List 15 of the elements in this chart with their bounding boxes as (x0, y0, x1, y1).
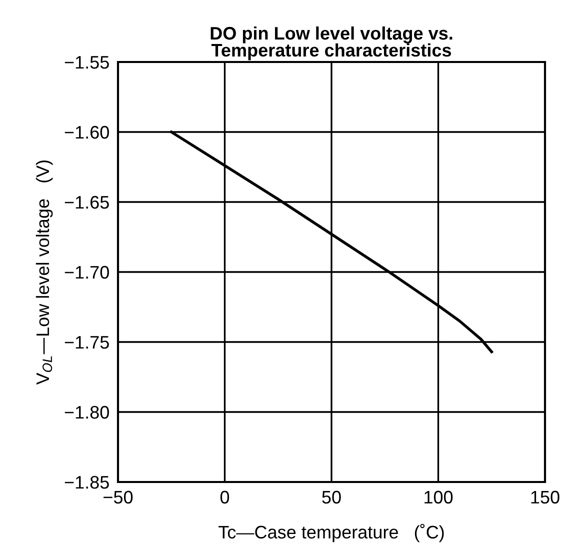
y-tick-label: −1.65 (64, 196, 109, 209)
y-tick-label: −1.55 (64, 56, 109, 69)
x-tick-label: 150 (531, 490, 560, 504)
x-tick-label: −50 (104, 490, 133, 504)
chart-title: DO pin Low level voltage vs. Temperature characteristics (210, 26, 452, 60)
y-tick-label: −1.70 (64, 266, 109, 279)
y-tick-label: −1.80 (64, 406, 109, 419)
x-tick-label: 100 (424, 490, 453, 504)
y-tick-label: −1.75 (64, 336, 109, 349)
x-axis-title: Tc—Case temperature (˚C) (218, 524, 444, 542)
x-tick-label: 50 (322, 490, 341, 504)
y-tick-label: −1.85 (64, 476, 109, 489)
y-axis-title: V$_{OL}$—Low level voltage (V) (36, 160, 53, 385)
x-tick-label: 0 (220, 490, 230, 504)
y-tick-label: −1.60 (64, 126, 109, 139)
